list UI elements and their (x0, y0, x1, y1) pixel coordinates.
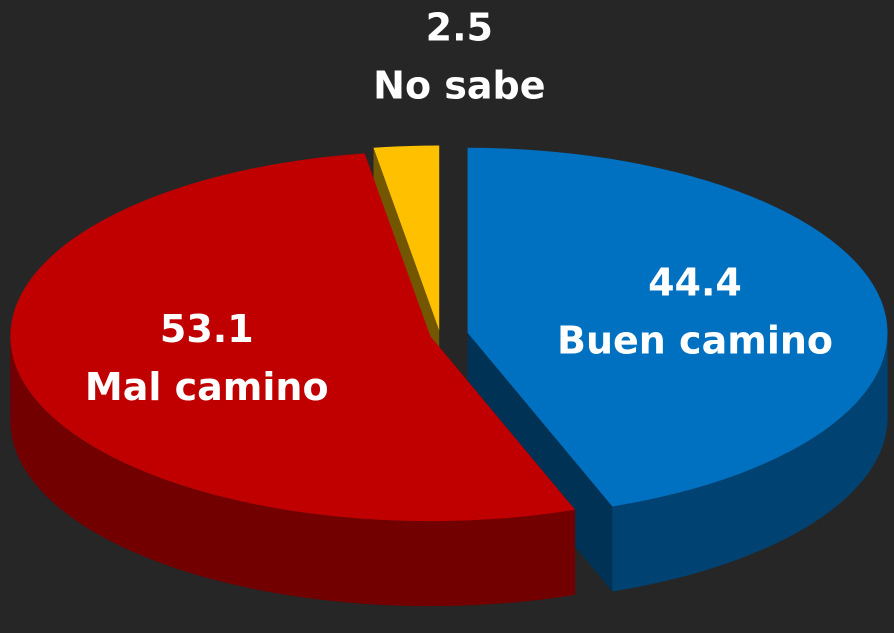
category-label: Mal camino (85, 365, 329, 409)
slice-cut-face (467, 332, 613, 592)
slice-wall (612, 332, 888, 592)
value-label: 2.5 (426, 6, 493, 50)
category-label: No sabe (373, 64, 545, 108)
slice-wall (10, 336, 576, 607)
slice-tops (10, 145, 888, 522)
labels: 44.4 Buen camino 53.1 Mal camino 2.5 No sabe (85, 6, 833, 410)
slice (10, 153, 576, 522)
value-label: 53.1 (160, 307, 254, 351)
category-label: Buen camino (557, 318, 833, 362)
slice (373, 145, 440, 331)
slice (467, 147, 888, 507)
value-label: 44.4 (648, 260, 742, 304)
